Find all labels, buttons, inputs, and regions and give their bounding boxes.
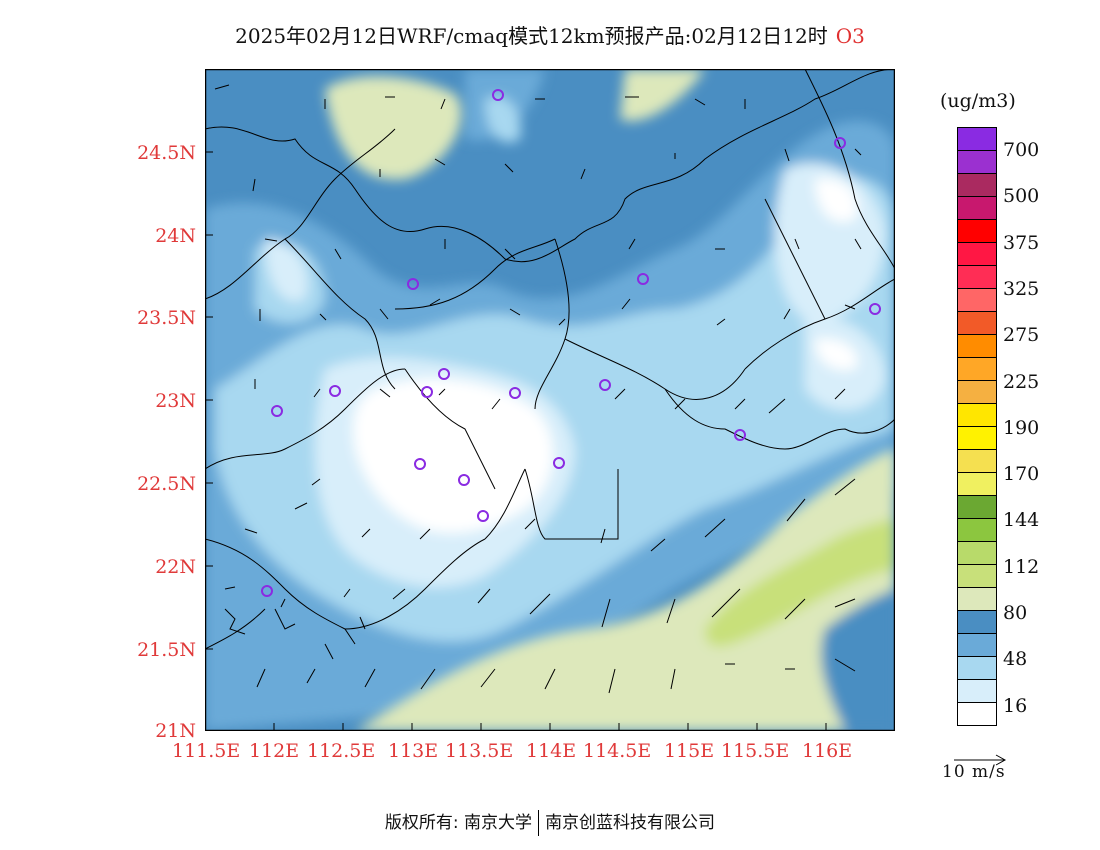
wind-scale-arrow [954, 754, 1007, 766]
legend-swatch [957, 610, 997, 634]
legend-swatch [957, 587, 997, 611]
legend-swatch [957, 495, 997, 519]
admin-boundaries [205, 69, 895, 660]
legend-label: 170 [1003, 463, 1040, 486]
lon-tick-label: 115E [664, 740, 715, 762]
legend-swatch [957, 472, 997, 496]
ozone-map [205, 69, 895, 731]
lon-tick-label: 115.5E [721, 740, 790, 762]
legend-unit: (ug/m3) [940, 90, 1016, 112]
legend-swatch [957, 357, 997, 381]
higher-ozone-band [705, 519, 895, 647]
legend-swatch [957, 219, 997, 243]
wind-scale-label: 10 m/s [942, 762, 1006, 782]
blue-sea-region [821, 589, 895, 731]
legend-swatch [957, 564, 997, 588]
legend-swatch [957, 150, 997, 174]
legend-swatch [957, 334, 997, 358]
lon-tick-label: 111.5E [172, 740, 241, 762]
lat-tick-label: 21.5N [137, 639, 196, 661]
legend-swatch [957, 380, 997, 404]
lat-tick-label: 24N [155, 225, 196, 247]
legend-label: 275 [1003, 324, 1040, 347]
legend-swatch [957, 426, 997, 450]
lat-tick-label: 23.5N [137, 307, 196, 329]
legend-label: 500 [1003, 185, 1040, 208]
lon-tick-label: 114.5E [583, 740, 652, 762]
legend-swatch [957, 449, 997, 473]
lat-tick-label: 23N [155, 390, 196, 412]
species-label: O3 [835, 24, 865, 48]
lowest-ozone-region [815, 178, 858, 223]
title-text: 2025年02月12日WRF/cmaq模式12km预报产品:02月12日12时 [235, 24, 828, 48]
legend-swatch [957, 196, 997, 220]
legend-label: 375 [1003, 231, 1040, 254]
lowest-ozone-region [815, 338, 858, 371]
legend-swatch [957, 541, 997, 565]
lon-tick-label: 112.5E [307, 740, 376, 762]
lat-tick-label: 21N [155, 720, 196, 742]
legend-label: 16 [1003, 694, 1028, 717]
legend-label: 700 [1003, 139, 1040, 161]
footer: 版权所有: 南京大学 南京创蓝科技有限公司 [0, 808, 1100, 836]
lat-tick-label: 22N [155, 556, 196, 578]
lightest-ozone-region [774, 162, 885, 321]
map-frame [205, 69, 895, 731]
legend-swatch [957, 127, 997, 151]
light-ozone-region [485, 96, 521, 143]
lon-tick-label: 114E [526, 740, 577, 762]
map-title: 2025年02月12日WRF/cmaq模式12km预报产品:02月12日12时 O… [0, 20, 1100, 49]
city-markers [261, 89, 881, 597]
lon-tick-label: 113.5E [445, 740, 514, 762]
footer-divider [538, 810, 540, 836]
legend-swatch [957, 265, 997, 289]
legend-label: 144 [1003, 509, 1040, 532]
legend-label: 48 [1003, 648, 1028, 671]
lat-tick-label: 24.5N [137, 142, 196, 164]
legend-swatch [957, 633, 997, 657]
lat-tick-label: 22.5N [137, 473, 196, 495]
high-ozone-band [325, 76, 462, 180]
legend-label: 80 [1003, 602, 1028, 624]
high-ozone-band [355, 449, 895, 731]
legend-label: 112 [1003, 555, 1040, 578]
legend-swatch [957, 242, 997, 266]
copyright-text: 版权所有: 南京大学 [384, 813, 533, 833]
legend-label: 325 [1003, 277, 1040, 300]
lon-tick-label: 116E [802, 740, 853, 762]
frame-ticks [205, 151, 827, 731]
lon-tick-label: 113E [388, 740, 439, 762]
legend-swatch [957, 311, 997, 335]
legend-swatch [957, 679, 997, 703]
legend-label: 225 [1003, 370, 1040, 393]
lightest-ozone-region [265, 239, 308, 302]
high-ozone-band [620, 69, 705, 121]
legend-swatch [957, 288, 997, 312]
wind-vectors [214, 84, 862, 694]
lon-tick-label: 112E [249, 740, 300, 762]
company-text: 南京创蓝科技有限公司 [545, 813, 716, 833]
legend-swatch [957, 702, 997, 726]
lowest-ozone-region [353, 378, 554, 533]
legend-swatch [957, 173, 997, 197]
legend-swatch [957, 518, 997, 542]
legend-label: 190 [1003, 416, 1040, 439]
legend-swatch [957, 656, 997, 680]
legend-swatch [957, 403, 997, 427]
